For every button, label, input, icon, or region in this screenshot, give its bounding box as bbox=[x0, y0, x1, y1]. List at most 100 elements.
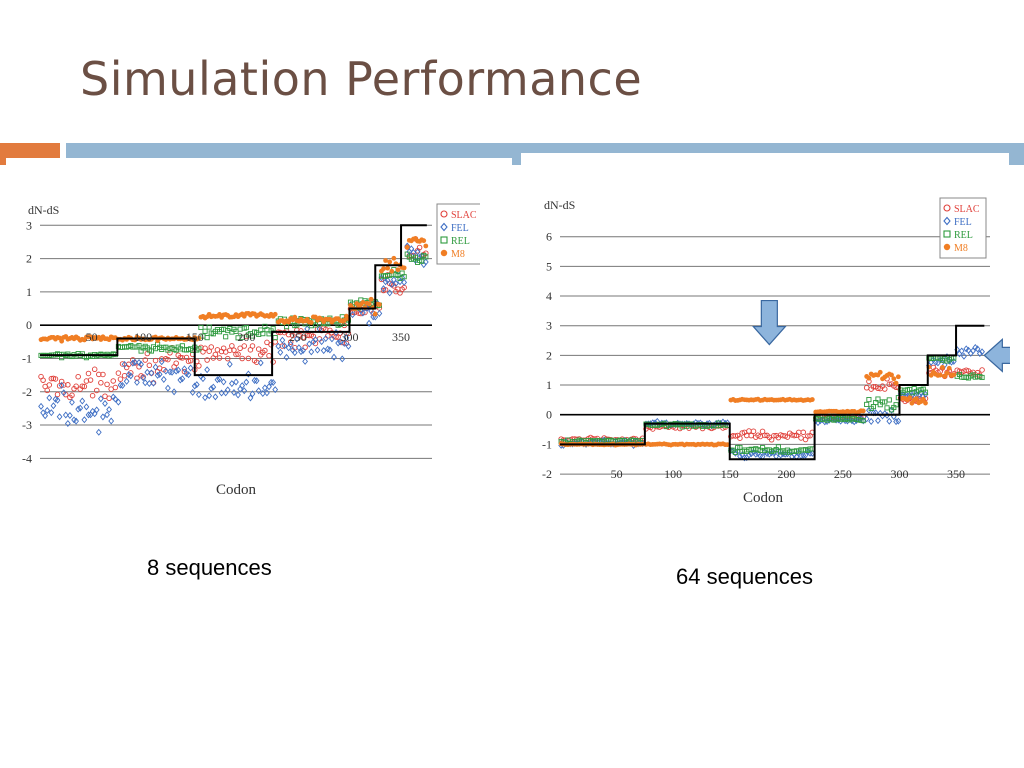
data-point-fel bbox=[257, 359, 264, 367]
data-point-slac bbox=[296, 332, 302, 339]
data-point-fel bbox=[376, 309, 383, 317]
y-tick-label: 0 bbox=[546, 408, 552, 422]
data-point-fel bbox=[191, 382, 198, 390]
data-point-slac bbox=[40, 377, 46, 383]
y-tick-label: -3 bbox=[22, 418, 32, 432]
data-point-fel bbox=[46, 394, 53, 402]
data-point-fel bbox=[175, 366, 182, 374]
data-point-fel bbox=[100, 413, 106, 421]
data-point-rel bbox=[979, 374, 985, 381]
data-point-fel bbox=[380, 285, 387, 293]
data-point-fel bbox=[283, 353, 290, 361]
data-point-slac bbox=[121, 372, 128, 379]
data-point-m8 bbox=[368, 296, 374, 302]
data-point-slac bbox=[96, 371, 102, 378]
data-point-fel bbox=[239, 382, 246, 390]
x-tick-label: 50 bbox=[86, 330, 98, 344]
data-point-slac bbox=[224, 355, 231, 362]
data-point-fel bbox=[58, 381, 65, 389]
legend-label-fel: FEL bbox=[954, 217, 972, 228]
data-point-fel bbox=[195, 391, 202, 399]
data-point-fel bbox=[134, 378, 140, 386]
data-point-fel bbox=[345, 342, 352, 350]
data-point-fel bbox=[42, 412, 49, 420]
data-point-m8 bbox=[385, 265, 391, 271]
data-point-fel bbox=[378, 274, 385, 282]
data-point-fel bbox=[255, 387, 262, 395]
data-point-fel bbox=[247, 394, 254, 402]
data-point-m8 bbox=[889, 372, 894, 378]
data-point-fel bbox=[298, 348, 304, 356]
data-point-slac bbox=[249, 343, 256, 349]
data-point-fel bbox=[132, 358, 138, 366]
data-point-fel bbox=[366, 319, 372, 327]
data-point-slac bbox=[177, 354, 184, 361]
y-tick-label: 2 bbox=[26, 252, 32, 266]
data-point-rel bbox=[198, 324, 204, 331]
data-point-fel bbox=[160, 375, 167, 383]
data-point-fel bbox=[106, 406, 112, 414]
data-point-fel bbox=[251, 376, 258, 384]
data-point-m8 bbox=[366, 301, 372, 307]
data-point-fel bbox=[50, 402, 57, 410]
data-point-m8 bbox=[891, 376, 897, 382]
data-point-fel bbox=[154, 371, 161, 379]
data-point-fel bbox=[62, 411, 69, 419]
data-point-fel bbox=[56, 413, 63, 421]
data-point-slac bbox=[304, 332, 310, 339]
data-point-slac bbox=[69, 392, 75, 399]
data-point-fel bbox=[372, 313, 379, 321]
data-point-fel bbox=[800, 451, 807, 459]
data-point-fel bbox=[60, 389, 67, 397]
data-point-fel bbox=[148, 369, 155, 377]
data-point-slac bbox=[134, 375, 140, 381]
x-tick-label: 100 bbox=[664, 467, 682, 481]
data-point-slac bbox=[91, 366, 98, 373]
data-point-m8 bbox=[940, 365, 945, 370]
data-point-fel bbox=[93, 406, 100, 414]
legend-label-rel: REL bbox=[954, 230, 973, 241]
data-point-slac bbox=[231, 347, 237, 353]
slide-title: Simulation Performance bbox=[80, 52, 643, 106]
data-point-fel bbox=[401, 278, 408, 286]
data-point-m8 bbox=[272, 311, 278, 317]
data-point-fel bbox=[249, 390, 256, 398]
data-point-fel bbox=[108, 417, 115, 425]
data-point-fel bbox=[826, 416, 833, 424]
x-tick-label: 50 bbox=[611, 467, 623, 481]
right-panel-mask bbox=[521, 153, 1009, 178]
data-point-fel bbox=[69, 398, 75, 406]
data-point-m8 bbox=[196, 335, 202, 341]
data-point-slac bbox=[268, 341, 274, 348]
y-tick-label: 0 bbox=[26, 318, 32, 332]
data-point-fel bbox=[817, 417, 824, 425]
data-point-fel bbox=[189, 388, 196, 396]
data-point-fel bbox=[368, 307, 375, 315]
data-point-slac bbox=[272, 339, 278, 345]
data-point-fel bbox=[752, 450, 759, 458]
data-point-rel bbox=[283, 324, 290, 330]
y-tick-label: 4 bbox=[546, 289, 552, 303]
data-point-fel bbox=[384, 276, 391, 284]
data-point-slac bbox=[212, 351, 219, 358]
data-point-fel bbox=[264, 389, 270, 397]
data-point-fel bbox=[329, 335, 335, 343]
data-point-fel bbox=[948, 358, 955, 366]
data-point-fel bbox=[974, 345, 981, 353]
data-point-fel bbox=[310, 338, 317, 346]
true-value-step-line bbox=[560, 324, 985, 461]
data-point-fel bbox=[275, 342, 282, 350]
data-point-slac bbox=[110, 378, 116, 384]
data-point-rel bbox=[922, 389, 929, 395]
data-point-fel bbox=[300, 346, 306, 354]
data-point-fel bbox=[341, 339, 348, 347]
data-point-fel bbox=[115, 398, 122, 406]
data-point-fel bbox=[75, 405, 82, 413]
data-point-fel bbox=[741, 454, 748, 462]
legend-marker-rel bbox=[943, 230, 951, 238]
data-point-fel bbox=[158, 358, 165, 366]
data-point-slac bbox=[875, 385, 881, 392]
data-point-m8 bbox=[951, 372, 957, 378]
x-tick-label: 200 bbox=[777, 467, 795, 481]
data-point-m8 bbox=[308, 320, 314, 325]
